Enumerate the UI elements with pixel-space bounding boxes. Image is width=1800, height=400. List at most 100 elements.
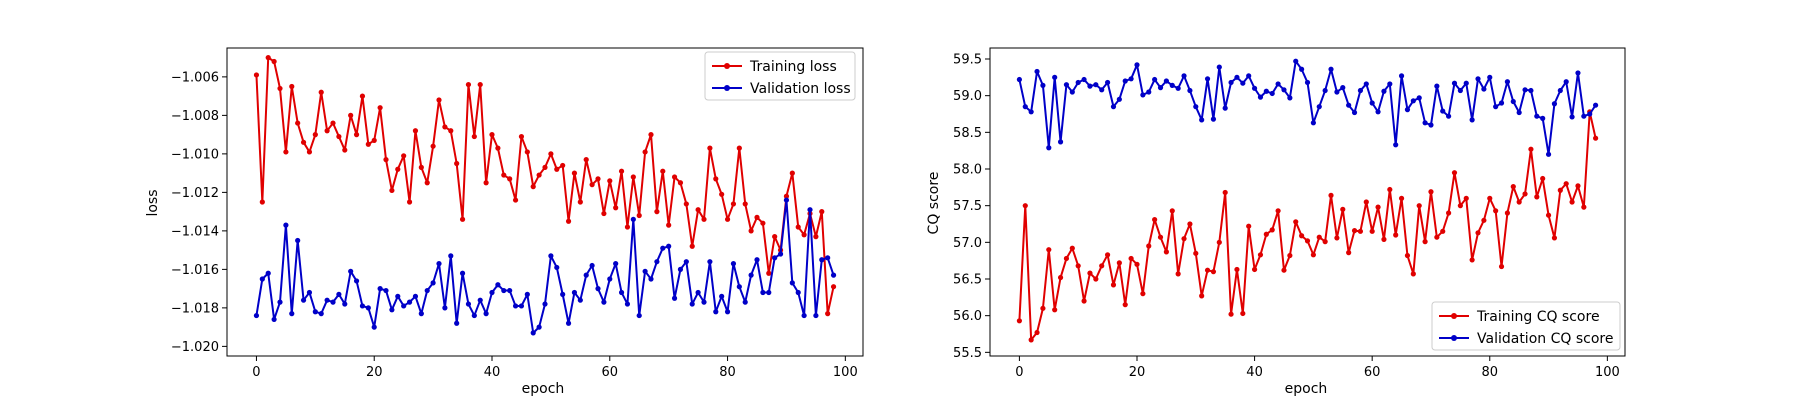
loss-series-1-point xyxy=(724,309,731,315)
cq-series-0-point xyxy=(1216,239,1222,245)
loss-series-1-point xyxy=(324,297,330,303)
loss-series-1-point xyxy=(719,293,725,299)
loss-series-1-point xyxy=(607,276,613,282)
loss-series-0-point xyxy=(459,216,466,222)
cq-series-1-point xyxy=(1563,79,1569,85)
loss-series-0-point xyxy=(571,170,578,176)
cq-legend-validation-marker xyxy=(1451,335,1457,341)
loss-series-1-point xyxy=(348,268,354,274)
loss-series-0-point xyxy=(530,184,536,190)
loss-legend-training-label: Training loss xyxy=(749,59,837,75)
cq-series-0-point xyxy=(1351,228,1358,234)
loss-series-1-point xyxy=(424,287,430,294)
cq-series-0-point xyxy=(1463,195,1469,201)
cq-series-0-point xyxy=(1257,252,1264,258)
loss-series-0-point xyxy=(395,166,401,172)
cq-series-1-point xyxy=(1034,68,1040,75)
cq-ytick-label: 57.0 xyxy=(953,236,982,251)
loss-xtick-label: 20 xyxy=(366,365,383,380)
cq-series-1-point xyxy=(1493,104,1499,110)
loss-series-1-point xyxy=(760,289,766,296)
loss-series-1-point xyxy=(577,297,583,303)
cq-series-0-point xyxy=(1398,195,1405,201)
loss-series-0-point xyxy=(583,157,589,163)
loss-series-1-point xyxy=(589,262,595,269)
cq-series-1-point xyxy=(1410,98,1416,104)
loss-series-1-point xyxy=(501,287,507,294)
cq-series-0-point xyxy=(1446,210,1452,216)
cq-series-1-point xyxy=(1322,87,1328,94)
cq-series-0-point xyxy=(1199,293,1205,299)
cq-series-1-point xyxy=(1387,81,1393,87)
loss-series-0-point xyxy=(613,205,619,211)
loss-series-0-point xyxy=(683,201,689,207)
cq-series-1-point xyxy=(1234,74,1240,80)
loss-series-0-point xyxy=(795,224,801,230)
cq-series-0-point xyxy=(1504,210,1511,216)
cq-series-0-point xyxy=(1334,235,1340,241)
cq-series-0-point xyxy=(1369,228,1375,234)
cq-series-0-point xyxy=(1128,255,1134,262)
loss-series-0-point xyxy=(589,182,595,188)
cq-series-0-point xyxy=(1534,194,1540,200)
loss-series-1-point xyxy=(736,284,742,290)
cq-series-1-point xyxy=(1087,83,1093,89)
cq-series-0-point xyxy=(1263,231,1269,237)
loss-series-1-point xyxy=(560,291,566,297)
loss-legend-validation-label: Validation loss xyxy=(750,81,851,97)
cq-series-1-point xyxy=(1434,83,1440,89)
cq-series-1-point xyxy=(1246,73,1252,79)
loss-series-1-point xyxy=(459,270,466,276)
cq-ytick-label: 58.0 xyxy=(953,163,982,178)
cq-series-0-point xyxy=(1069,245,1075,251)
loss-series-1-point xyxy=(289,311,295,317)
loss-series-1-point xyxy=(701,299,707,305)
cq-series-1-point xyxy=(1369,100,1375,106)
cq-chart-legend: Training CQ score Validation CQ score xyxy=(1431,301,1621,351)
cq-series-1-point xyxy=(1028,109,1034,115)
loss-series-1-point xyxy=(283,222,289,228)
loss-series-0-point xyxy=(760,220,766,226)
loss-series-0-point xyxy=(365,141,371,147)
cq-series-0-point xyxy=(1363,199,1369,205)
cq-series-1-point xyxy=(1446,113,1452,119)
loss-series-0-point xyxy=(783,193,790,199)
loss-series-1-point xyxy=(554,264,560,271)
cq-series-1-point xyxy=(1275,81,1281,87)
loss-series-0-point xyxy=(253,72,260,78)
cq-series-1-point xyxy=(1199,117,1205,123)
loss-series-0-point xyxy=(748,228,754,234)
loss-series-1-point xyxy=(471,312,477,319)
loss-series-1-point xyxy=(642,268,648,274)
loss-xtick-label: 100 xyxy=(833,365,858,380)
cq-series-0-point xyxy=(1028,337,1034,343)
loss-series-1-point xyxy=(483,311,489,317)
cq-series-1-point xyxy=(1052,74,1058,80)
cq-series-0-point xyxy=(1040,305,1046,311)
loss-series-1-point xyxy=(536,324,542,330)
loss-series-0-point xyxy=(271,58,277,65)
loss-ytick-label: −1.016 xyxy=(171,263,219,278)
cq-series-1-point xyxy=(1357,87,1364,94)
cq-series-1-point xyxy=(1057,139,1064,145)
cq-series-0-point xyxy=(1510,184,1516,190)
cq-series-1-point xyxy=(1222,105,1228,111)
cq-series-1-point xyxy=(1328,66,1334,72)
cq-series-0-point xyxy=(1269,227,1275,233)
cq-series-0-point xyxy=(1110,282,1117,288)
cq-series-0-point xyxy=(1281,267,1287,273)
cq-series-1-point xyxy=(1404,107,1411,113)
loss-series-0-point xyxy=(724,216,731,222)
cq-series-0-point xyxy=(1134,261,1140,267)
cq-xtick-label: 20 xyxy=(1129,365,1146,380)
loss-series-0-point xyxy=(618,168,625,174)
loss-series-1-point xyxy=(507,287,513,294)
loss-series-1-point xyxy=(565,320,572,326)
cq-series-1-point xyxy=(1422,120,1428,126)
cq-series-0-point xyxy=(1222,189,1228,196)
cq-series-0-point xyxy=(1545,212,1552,218)
loss-series-0-point xyxy=(595,176,601,182)
loss-series-1-point xyxy=(277,299,283,305)
cq-series-1-point xyxy=(1251,85,1258,91)
loss-series-1-point xyxy=(713,309,719,315)
